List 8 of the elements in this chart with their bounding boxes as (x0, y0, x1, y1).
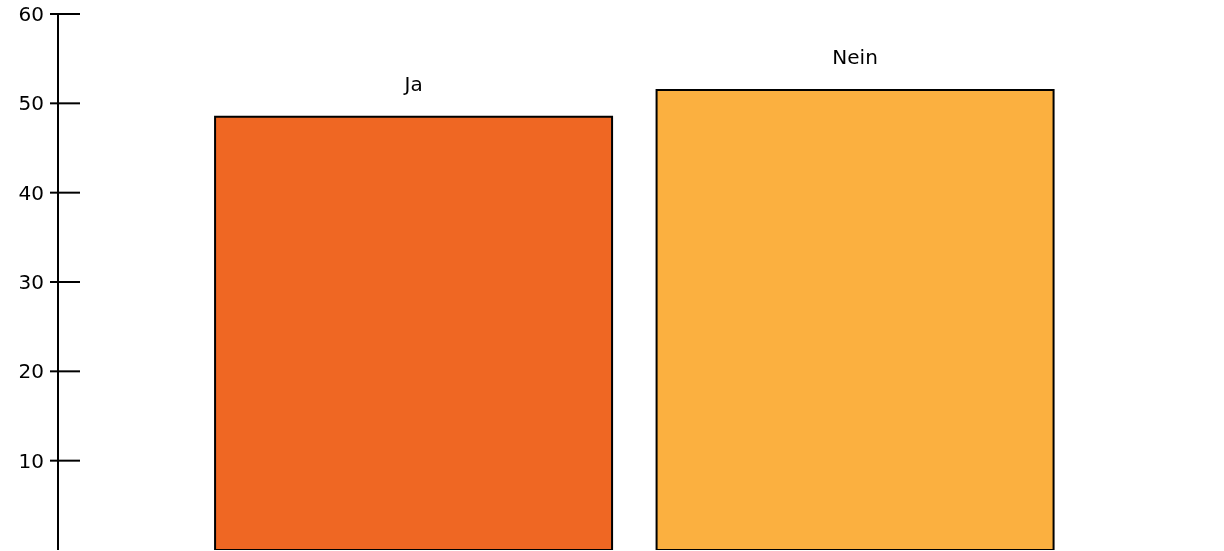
y-tick-label: 50 (18, 91, 44, 116)
x-tick-label: Ja (402, 71, 423, 96)
y-tick-label: 40 (18, 180, 44, 205)
y-tick-label: 20 (18, 359, 44, 384)
y-tick-label: 30 (18, 270, 44, 294)
x-tick-label: Nein (832, 44, 878, 69)
y-tick-label: 10 (18, 448, 44, 473)
y-tick-label: 60 (18, 2, 44, 26)
